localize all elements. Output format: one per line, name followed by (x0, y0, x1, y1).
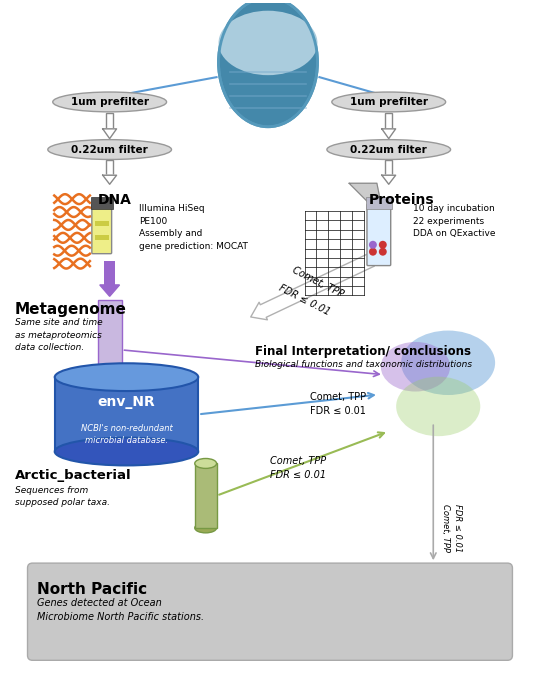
Bar (385, 113, 392, 129)
Text: 0.22um filter: 0.22um filter (351, 145, 427, 155)
Text: Comet, TPP: Comet, TPP (441, 505, 450, 553)
Bar (385, 160, 392, 175)
Text: Illumina HiSeq
PE100
Assembly and
gene prediction: MOCAT: Illumina HiSeq PE100 Assembly and gene p… (139, 204, 248, 250)
FancyBboxPatch shape (92, 204, 111, 254)
Circle shape (379, 241, 387, 249)
Circle shape (369, 241, 377, 249)
Circle shape (379, 248, 387, 256)
Bar (98, 300, 122, 388)
Text: Comet, TPP: Comet, TPP (290, 265, 345, 299)
Ellipse shape (219, 0, 317, 127)
Ellipse shape (195, 523, 217, 533)
Ellipse shape (55, 363, 198, 391)
Polygon shape (349, 183, 381, 203)
Ellipse shape (327, 139, 451, 160)
Bar (195, 464, 217, 528)
Text: Final Interpretation/ conclusions: Final Interpretation/ conclusions (255, 345, 471, 358)
Text: FDR ≤ 0.01: FDR ≤ 0.01 (453, 504, 462, 553)
Bar (366, 197, 392, 209)
Bar (106, 160, 113, 175)
Text: DNA: DNA (98, 193, 131, 207)
Bar (106, 113, 113, 129)
Text: NCBI's non-redundant
microbial database.: NCBI's non-redundant microbial database. (80, 424, 173, 445)
Ellipse shape (381, 342, 450, 392)
Text: Sequences from
supposed polar taxa.: Sequences from supposed polar taxa. (14, 486, 110, 507)
Text: North Pacific: North Pacific (38, 582, 147, 597)
Bar (195, 464, 217, 528)
Polygon shape (103, 175, 117, 184)
FancyBboxPatch shape (367, 204, 391, 266)
Text: Genes detected at Ocean
Microbiome North Pacific stations.: Genes detected at Ocean Microbiome North… (38, 598, 205, 622)
FancyArrowPatch shape (251, 254, 374, 320)
Ellipse shape (53, 92, 167, 112)
Ellipse shape (332, 92, 445, 112)
Polygon shape (382, 129, 396, 139)
Polygon shape (382, 175, 396, 184)
Text: FDR ≤ 0.01: FDR ≤ 0.01 (277, 283, 332, 318)
Text: FDR ≤ 0.01: FDR ≤ 0.01 (310, 406, 366, 417)
Bar (91, 197, 113, 209)
Bar (55, 377, 198, 452)
Bar (55, 377, 198, 452)
Text: FDR ≤ 0.01: FDR ≤ 0.01 (270, 470, 326, 480)
Text: Arctic_bacterial: Arctic_bacterial (14, 469, 131, 482)
Text: Same site and time
as metaproteomics
data collection.: Same site and time as metaproteomics dat… (14, 318, 102, 352)
Circle shape (369, 248, 377, 256)
Ellipse shape (195, 458, 217, 468)
Text: 10 day incubation
22 experiments
DDA on QExactive: 10 day incubation 22 experiments DDA on … (413, 204, 496, 238)
Bar (95, 235, 109, 240)
Ellipse shape (401, 330, 495, 395)
Text: Comet, TPP: Comet, TPP (310, 392, 366, 402)
Text: Biological functions and taxonomic distributions: Biological functions and taxonomic distr… (255, 360, 472, 369)
Polygon shape (103, 129, 117, 139)
Ellipse shape (48, 139, 172, 160)
Ellipse shape (55, 437, 198, 466)
Text: Comet, TPP: Comet, TPP (270, 456, 326, 466)
Text: env_NR: env_NR (98, 396, 155, 409)
Ellipse shape (396, 377, 480, 436)
FancyBboxPatch shape (27, 563, 512, 660)
Bar (95, 221, 109, 226)
Text: Proteins: Proteins (369, 193, 435, 207)
Text: 1um prefilter: 1um prefilter (71, 97, 148, 107)
Ellipse shape (219, 11, 317, 75)
Text: 1um prefilter: 1um prefilter (349, 97, 428, 107)
Polygon shape (100, 285, 120, 296)
Bar (104, 260, 115, 285)
Text: Metagenome: Metagenome (14, 302, 126, 317)
Text: 0.22um filter: 0.22um filter (71, 145, 148, 155)
